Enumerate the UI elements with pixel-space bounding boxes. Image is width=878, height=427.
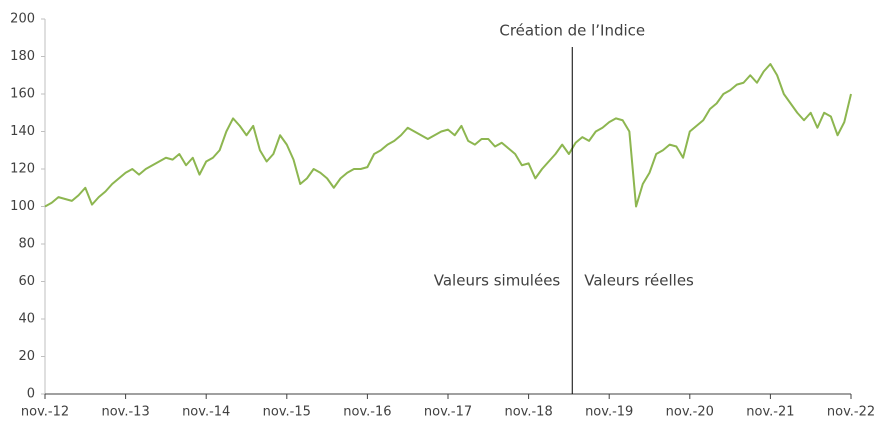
x-tick-label: nov.-20 bbox=[666, 405, 714, 420]
y-tick-label: 160 bbox=[10, 87, 35, 102]
y-tick-label: 200 bbox=[10, 12, 35, 27]
y-tick-label: 0 bbox=[27, 387, 35, 402]
before-label: Valeurs simulées bbox=[434, 272, 561, 290]
x-tick-label: nov.-16 bbox=[343, 405, 391, 420]
x-tick-label: nov.-13 bbox=[101, 405, 149, 420]
x-tick-label: nov.-18 bbox=[504, 405, 552, 420]
y-tick-label: 80 bbox=[18, 237, 35, 252]
event-label: Création de l’Indice bbox=[499, 22, 645, 40]
x-tick-label: nov.-22 bbox=[827, 405, 875, 420]
x-tick-label: nov.-12 bbox=[21, 405, 69, 420]
y-tick-label: 60 bbox=[18, 274, 35, 289]
y-tick-label: 20 bbox=[18, 349, 35, 364]
line bbox=[44, 63, 852, 208]
x-tick-label: nov.-19 bbox=[585, 405, 633, 420]
y-tick-label: 100 bbox=[10, 199, 35, 214]
y-tick-label: 180 bbox=[10, 49, 35, 64]
x-tick-label: nov.-21 bbox=[746, 405, 794, 420]
x-tick-label: nov.-14 bbox=[182, 405, 230, 420]
y-tick-label: 40 bbox=[18, 312, 35, 327]
after-label: Valeurs réelles bbox=[584, 272, 694, 290]
x-tick-label: nov.-15 bbox=[263, 405, 311, 420]
y-tick-label: 140 bbox=[10, 124, 35, 139]
y-tick-label: 120 bbox=[10, 162, 35, 177]
x-tick-label: nov.-17 bbox=[424, 405, 472, 420]
